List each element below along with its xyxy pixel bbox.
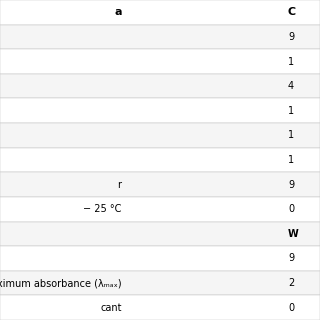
Bar	[0, 25, 320, 49]
Text: 4: 4	[288, 81, 294, 91]
Bar	[0, 221, 320, 246]
Text: r: r	[118, 180, 122, 190]
Bar	[0, 295, 320, 320]
Bar	[0, 123, 320, 148]
Text: cant: cant	[100, 303, 122, 313]
Text: W: W	[288, 229, 299, 239]
Text: 1: 1	[288, 57, 294, 67]
Bar	[0, 49, 320, 74]
Bar	[0, 271, 320, 295]
Bar	[0, 197, 320, 221]
Bar	[0, 246, 320, 271]
Text: 0: 0	[288, 303, 294, 313]
Text: 2: 2	[288, 278, 294, 288]
Text: − 25 °C: − 25 °C	[83, 204, 122, 214]
Text: 1: 1	[288, 155, 294, 165]
Text: 1: 1	[288, 106, 294, 116]
Text: a: a	[114, 7, 122, 17]
Bar	[0, 148, 320, 172]
Text: 9: 9	[288, 32, 294, 42]
Bar	[0, 172, 320, 197]
Bar	[0, 99, 320, 123]
Bar	[0, 0, 320, 25]
Bar	[0, 74, 320, 99]
Text: 9: 9	[288, 180, 294, 190]
Text: 0: 0	[288, 204, 294, 214]
Text: 9: 9	[288, 253, 294, 263]
Text: 1: 1	[288, 130, 294, 140]
Text: nd maximum absorbance (λₘₐₓ): nd maximum absorbance (λₘₐₓ)	[0, 278, 122, 288]
Text: C: C	[288, 7, 296, 17]
